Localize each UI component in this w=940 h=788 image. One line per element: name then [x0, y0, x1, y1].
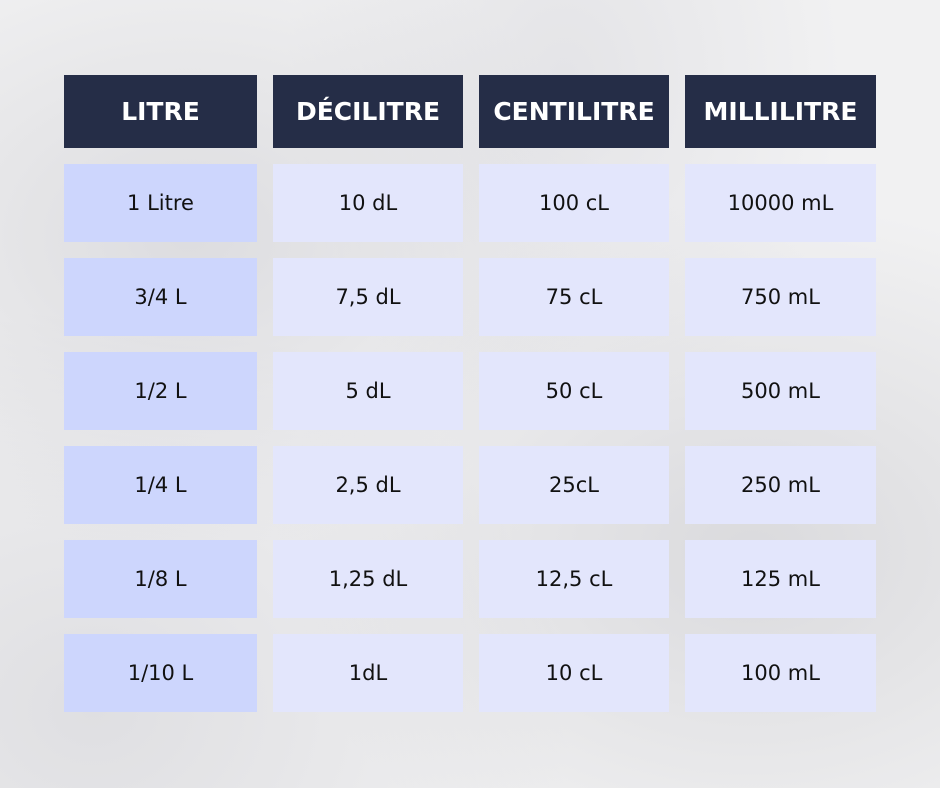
column-header: LITRE: [64, 75, 257, 148]
table-cell: 75 cL: [479, 258, 669, 336]
table-cell: 1/10 L: [64, 634, 257, 712]
table-cell: 1 Litre: [64, 164, 257, 242]
table-cell: 1/2 L: [64, 352, 257, 430]
table-cell: 125 mL: [685, 540, 876, 618]
table-cell: 10 dL: [273, 164, 463, 242]
table-cell: 3/4 L: [64, 258, 257, 336]
table-cell: 750 mL: [685, 258, 876, 336]
table-column: CENTILITRE 100 cL 75 cL 50 cL 25cL 12,5 cL 10 …: [479, 75, 669, 728]
table-cell: 1dL: [273, 634, 463, 712]
table-cell: 1/4 L: [64, 446, 257, 524]
table-cell: 25cL: [479, 446, 669, 524]
table-cell: 250 mL: [685, 446, 876, 524]
table-cell: 100 cL: [479, 164, 669, 242]
table-cell: 5 dL: [273, 352, 463, 430]
column-header: MILLILITRE: [685, 75, 876, 148]
table-cell: 500 mL: [685, 352, 876, 430]
table-cell: 1/8 L: [64, 540, 257, 618]
table-cell: 100 mL: [685, 634, 876, 712]
table-cell: 10 cL: [479, 634, 669, 712]
column-header: DÉCILITRE: [273, 75, 463, 148]
table-cell: 10000 mL: [685, 164, 876, 242]
table-column: DÉCILITRE 10 dL 7,5 dL 5 dL 2,5 dL 1,25 dL 1dL: [273, 75, 463, 728]
table-cell: 1,25 dL: [273, 540, 463, 618]
table-cell: 50 cL: [479, 352, 669, 430]
table-column: LITRE 1 Litre 3/4 L 1/2 L 1/4 L 1/8 L 1/10 L: [64, 75, 257, 728]
table-cell: 7,5 dL: [273, 258, 463, 336]
column-header: CENTILITRE: [479, 75, 669, 148]
conversion-table: LITRE 1 Litre 3/4 L 1/2 L 1/4 L 1/8 L 1/10 L DÉ…: [64, 75, 876, 728]
table-cell: 2,5 dL: [273, 446, 463, 524]
table-column: MILLILITRE 10000 mL 750 mL 500 mL 250 mL 125 …: [685, 75, 876, 728]
table-cell: 12,5 cL: [479, 540, 669, 618]
